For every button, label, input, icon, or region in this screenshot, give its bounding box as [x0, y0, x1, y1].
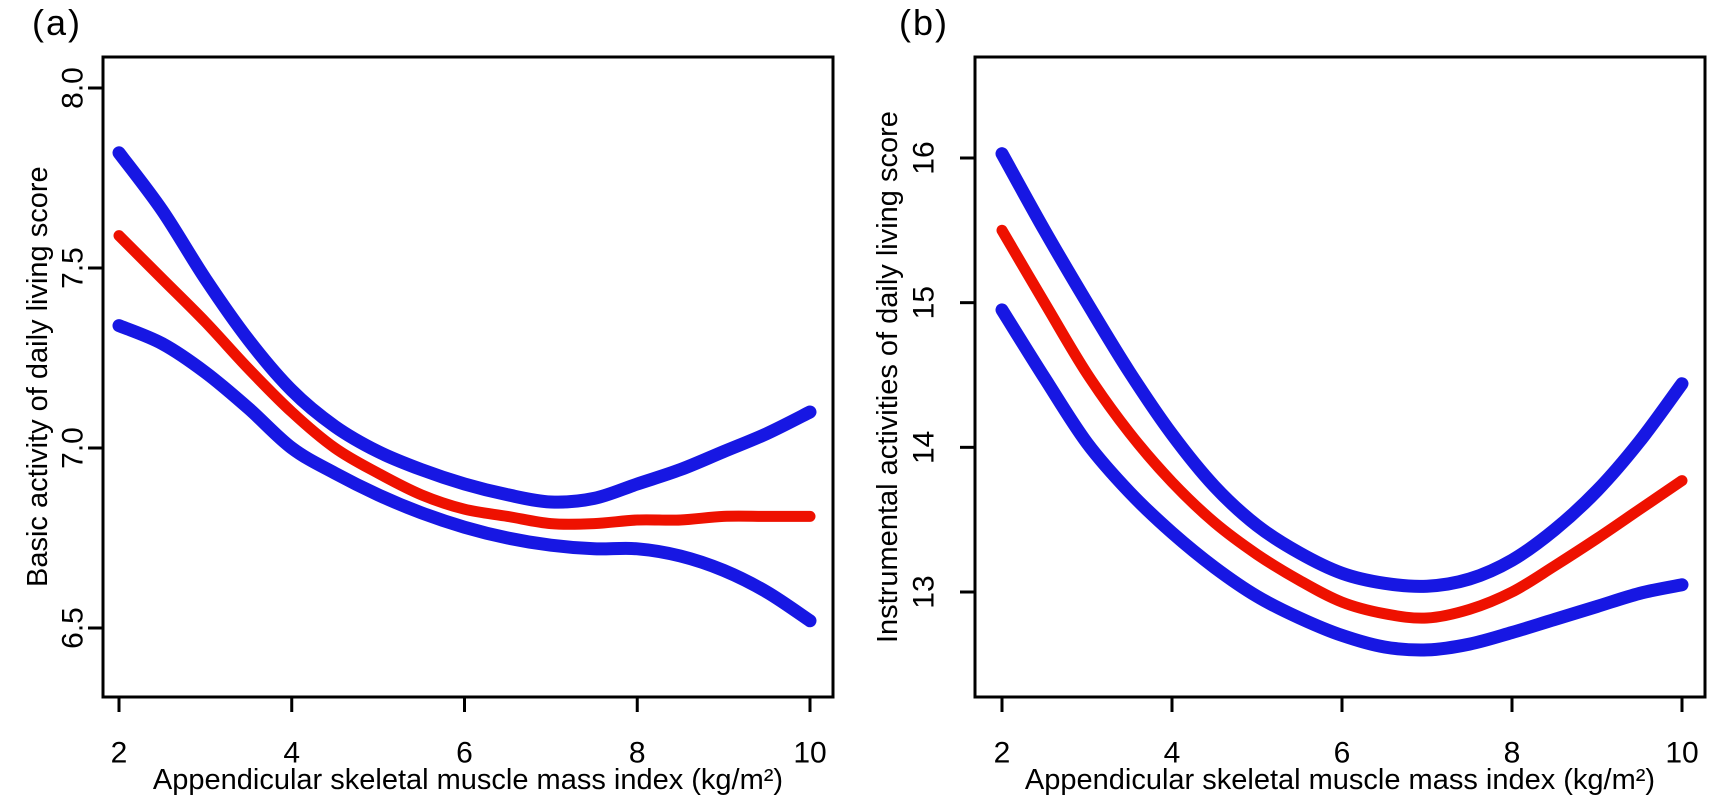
panel-a-curve-lower-95ci	[112, 319, 817, 628]
panel-a-y-tick-label: 7.0	[57, 427, 90, 469]
panel-a-curve-estimate	[113, 230, 816, 530]
panel-b-curve-lower-95ci	[995, 303, 1689, 657]
panel-a-x-axis-title: Appendicular skeletal muscle mass index …	[152, 764, 784, 796]
panel-b-x-tick-label: 10	[1665, 737, 1698, 770]
panel-b-y-tick-label: 15	[908, 286, 941, 319]
panel-a-y-tick-label: 8.0	[57, 67, 90, 109]
panel-b-letter: (b)	[899, 2, 949, 43]
panel-b-x-tick-label: 4	[1164, 737, 1181, 770]
panel-b-x-tick-label: 6	[1334, 737, 1351, 770]
panel-a-y-tick-label: 6.5	[57, 607, 90, 649]
panel-b-curve-upper-95ci	[995, 147, 1689, 593]
panel-a-y-tick-label: 7.5	[57, 247, 90, 289]
panel-a-frame	[101, 55, 835, 699]
panel-b-curve-estimate	[996, 224, 1688, 624]
panel-b-frame	[973, 55, 1707, 699]
panel-b-y-axis-title: Instrumental activities of daily living …	[872, 111, 904, 643]
panel-a-x-tick-label: 2	[111, 737, 128, 770]
panel-b-y-tick-label: 16	[908, 141, 941, 174]
panel-b-y-tick-label: 14	[908, 431, 941, 464]
panel-a-y-axis-title: Basic activity of daily living score	[22, 166, 54, 588]
panel-a-x-tick-label: 10	[793, 737, 826, 770]
panel-b-x-axis-title: Appendicular skeletal muscle mass index …	[1024, 764, 1656, 796]
panel-a-x-tick-label: 4	[283, 737, 300, 770]
panel-b-x-tick-label: 2	[994, 737, 1011, 770]
panel-a-curve-upper-95ci	[112, 146, 817, 509]
panel-b-y-tick-label: 13	[908, 575, 941, 608]
panel-a-x-tick-label: 8	[629, 737, 646, 770]
panel-a-x-tick-label: 6	[456, 737, 473, 770]
panel-a-letter: (a)	[32, 2, 82, 43]
panel-b-x-tick-label: 8	[1504, 737, 1521, 770]
